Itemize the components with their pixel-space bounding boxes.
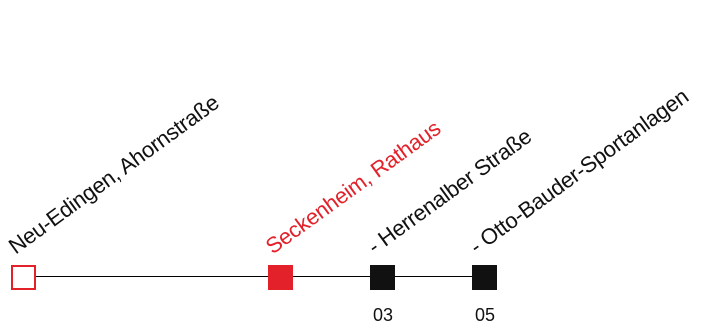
stop-filled-square-icon (472, 265, 497, 290)
start-stop-hollow-square-icon (11, 265, 36, 290)
stop-filled-square-icon (370, 265, 395, 290)
stop-label-otto-bauder-sportanlagen: - Otto-Bauder-Sportanlagen (464, 83, 693, 259)
stop-label-neu-edingen-ahornstrasse: Neu-Edingen, Ahornstraße (3, 89, 224, 259)
stop-label-seckenheim-rathaus: Seckenheim, Rathaus (260, 115, 446, 259)
current-stop-filled-square-icon (268, 265, 293, 290)
route-line (36, 276, 472, 277)
stop-number-03: 03 (372, 305, 394, 325)
stop-number-05: 05 (474, 305, 496, 325)
